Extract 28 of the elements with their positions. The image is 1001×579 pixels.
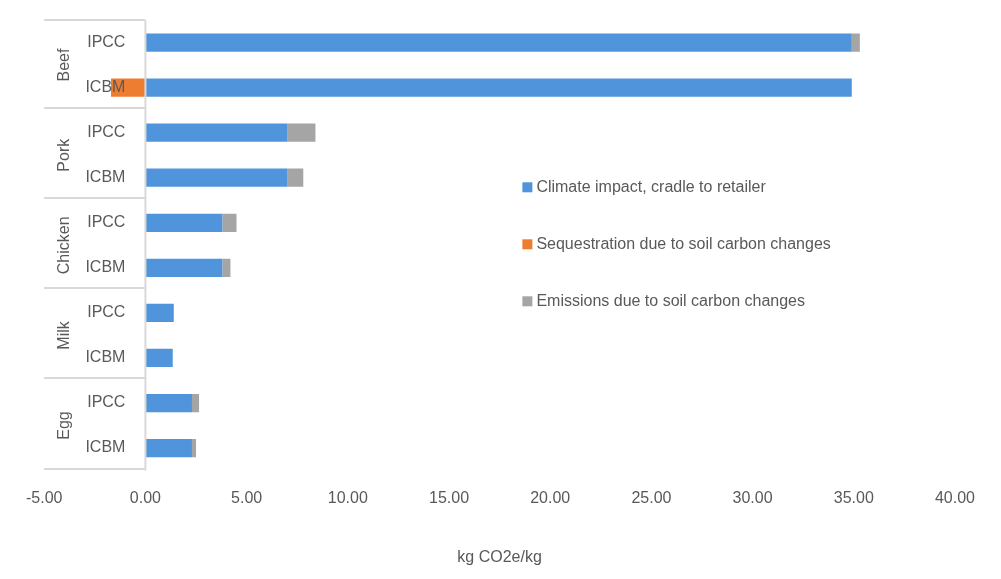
- y-tick-label: ICBM: [85, 438, 126, 456]
- x-tick-label: 10.00: [327, 488, 368, 506]
- annotation: Beef: [54, 48, 72, 82]
- x-axis-title: kg CO2e/kg: [457, 547, 542, 565]
- x-tick-label: 20.00: [530, 488, 571, 506]
- annotation: Egg: [54, 411, 72, 440]
- y-tick-label: ICBM: [85, 348, 126, 366]
- x-tick-label: 5.00: [231, 488, 263, 506]
- x-tick-label: 15.00: [428, 488, 470, 506]
- legend-label: Sequestration due to soil carbon changes: [536, 234, 831, 252]
- annotation: Pork: [54, 137, 72, 172]
- x-tick-label: 35.00: [833, 488, 874, 506]
- x-tick-label: 30.00: [732, 488, 773, 506]
- x-tick-label: -5.00: [26, 488, 63, 506]
- y-tick-label: ICBM: [85, 258, 126, 276]
- legend-label: Climate impact, cradle to retailer: [536, 177, 767, 195]
- legend-label: Emissions due to soil carbon changes: [536, 291, 805, 309]
- y-tick-label: IPCC: [87, 213, 126, 231]
- x-tick-label: 25.00: [631, 488, 672, 506]
- x-tick-label: 0.00: [129, 488, 162, 506]
- y-tick-label: IPCC: [87, 32, 126, 50]
- y-tick-label: ICBM: [85, 168, 126, 186]
- annotation: Milk: [54, 320, 72, 350]
- y-tick-label: IPCC: [87, 303, 126, 321]
- x-tick-label: 40.00: [934, 488, 976, 506]
- annotation: Chicken: [54, 216, 72, 275]
- y-tick-label: IPCC: [87, 393, 126, 411]
- y-tick-label: IPCC: [87, 123, 126, 141]
